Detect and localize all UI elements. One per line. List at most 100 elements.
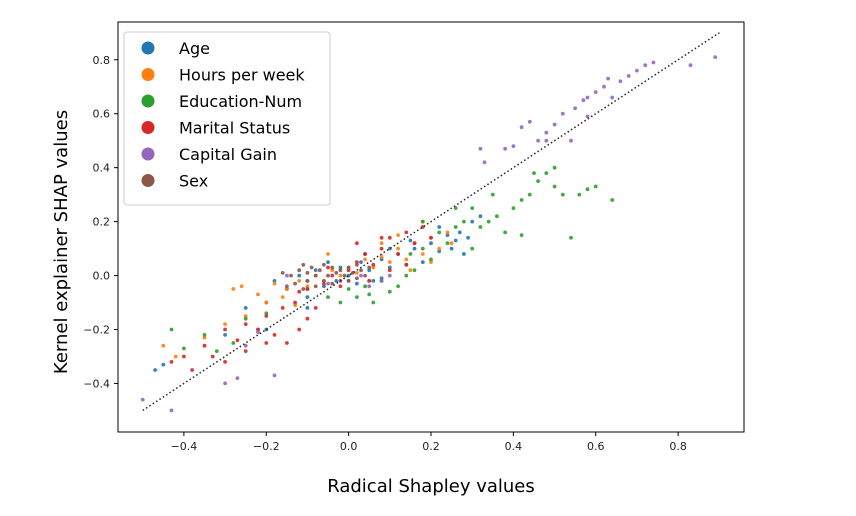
point-1-33 — [326, 252, 330, 256]
point-2-4 — [231, 341, 236, 345]
point-2-28 — [470, 246, 475, 251]
point-3-3 — [202, 343, 207, 348]
point-2-26 — [453, 225, 458, 229]
point-4-27 — [581, 98, 586, 103]
point-1-4 — [231, 287, 236, 291]
point-1-32 — [396, 233, 400, 238]
point-3-21 — [355, 260, 359, 264]
x-tick-label: 0.4 — [505, 440, 523, 453]
point-0-3 — [243, 306, 248, 310]
point-1-38 — [379, 241, 384, 246]
point-3-15 — [305, 287, 310, 291]
point-3-33 — [387, 268, 392, 273]
point-2-3 — [214, 349, 219, 353]
point-3-5 — [223, 327, 228, 332]
y-axis-title: Kernel explainer SHAP values — [51, 110, 72, 374]
point-0-24 — [420, 260, 425, 264]
point-0-5 — [272, 279, 277, 283]
point-0-18 — [371, 279, 376, 283]
point-2-25 — [445, 241, 450, 246]
point-5-24 — [359, 268, 363, 273]
point-0-38 — [305, 306, 310, 310]
point-0-1 — [161, 362, 166, 367]
point-4-25 — [569, 138, 573, 143]
point-2-21 — [412, 268, 417, 273]
point-2-46 — [453, 206, 458, 211]
point-5-18 — [342, 273, 347, 278]
point-2-13 — [363, 284, 367, 289]
point-2-24 — [437, 230, 442, 235]
point-5-25 — [363, 273, 367, 278]
point-4-7 — [285, 273, 289, 278]
point-5-19 — [346, 265, 351, 270]
point-3-1 — [182, 354, 186, 359]
point-2-35 — [527, 192, 532, 197]
point-5-20 — [346, 279, 351, 283]
point-1-3 — [223, 322, 228, 326]
point-2-15 — [371, 300, 376, 305]
point-0-23 — [412, 246, 417, 251]
point-2-41 — [577, 192, 582, 197]
point-1-26 — [420, 252, 425, 256]
point-0-0 — [153, 368, 158, 372]
point-1-12 — [305, 284, 310, 289]
point-3-31 — [367, 279, 372, 283]
point-5-12 — [326, 273, 330, 278]
point-0-10 — [322, 284, 326, 289]
point-1-23 — [396, 246, 400, 251]
point-4-40 — [585, 95, 590, 100]
point-2-50 — [585, 187, 590, 192]
point-0-13 — [338, 265, 343, 270]
legend-marker — [141, 94, 155, 108]
point-5-0 — [289, 273, 293, 278]
point-2-37 — [544, 171, 549, 176]
point-0-25 — [429, 241, 433, 246]
point-1-15 — [330, 268, 335, 273]
point-2-10 — [338, 300, 343, 305]
point-5-1 — [293, 281, 297, 286]
point-0-29 — [457, 230, 462, 235]
point-1-36 — [408, 268, 413, 273]
point-3-27 — [404, 230, 409, 235]
point-1-6 — [256, 292, 260, 297]
point-3-30 — [429, 235, 433, 240]
point-0-12 — [334, 279, 339, 283]
point-4-26 — [573, 106, 577, 111]
point-2-17 — [387, 289, 392, 294]
point-0-31 — [470, 219, 475, 224]
legend-label: Sex — [179, 172, 208, 191]
point-0-2 — [223, 333, 228, 337]
point-1-18 — [355, 271, 359, 275]
point-5-10 — [322, 279, 326, 283]
point-3-10 — [272, 333, 277, 337]
point-4-20 — [527, 119, 532, 124]
point-0-30 — [466, 235, 470, 240]
point-1-39 — [293, 303, 297, 308]
x-tick-label: 0.8 — [669, 440, 687, 453]
point-4-12 — [367, 284, 372, 289]
legend-label: Education-Num — [179, 92, 302, 111]
point-4-41 — [544, 138, 549, 143]
point-2-48 — [470, 206, 475, 211]
y-tick-label: 0.2 — [93, 216, 111, 229]
point-0-27 — [445, 233, 450, 238]
point-5-15 — [334, 271, 339, 275]
point-4-9 — [326, 281, 330, 286]
point-2-19 — [404, 273, 409, 278]
points-layer — [140, 55, 718, 413]
point-5-5 — [305, 279, 310, 283]
point-2-39 — [560, 192, 565, 197]
point-3-6 — [235, 338, 240, 343]
point-1-22 — [387, 260, 392, 264]
point-5-26 — [367, 265, 372, 270]
point-0-26 — [437, 249, 442, 254]
y-tick-label: 0.0 — [93, 270, 111, 283]
point-2-29 — [478, 225, 483, 229]
point-0-9 — [313, 268, 318, 273]
point-4-22 — [544, 130, 549, 135]
x-tick-label: 0.6 — [587, 440, 605, 453]
point-5-14 — [330, 265, 335, 270]
point-0-40 — [379, 276, 384, 281]
point-0-20 — [387, 265, 392, 270]
